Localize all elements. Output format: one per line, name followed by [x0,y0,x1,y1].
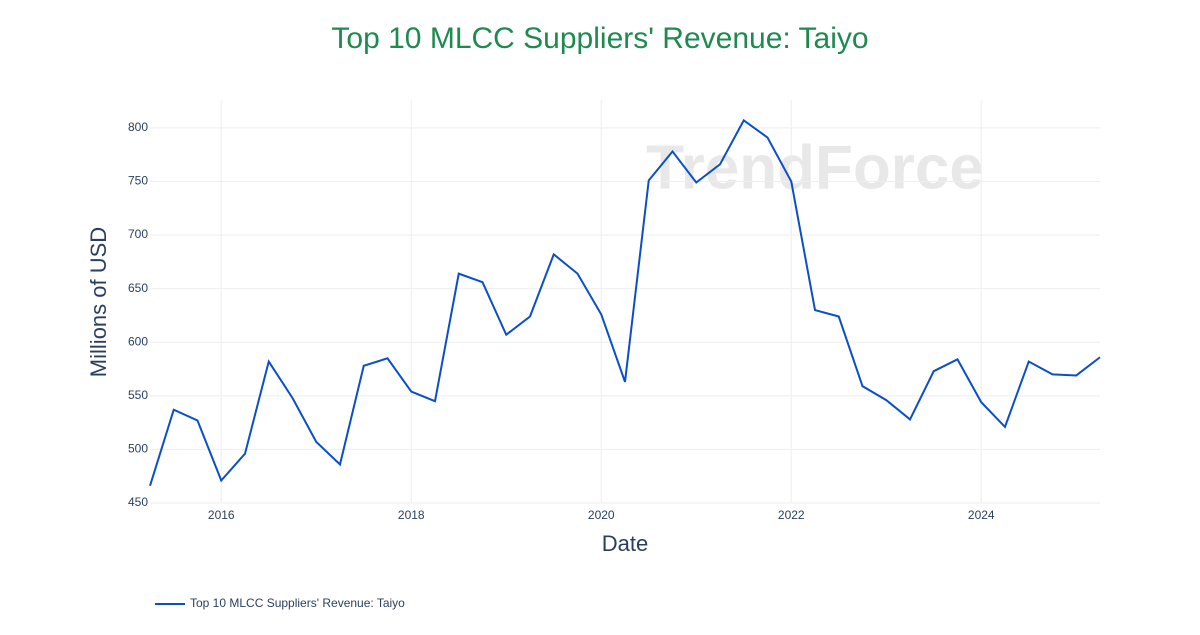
y-tick-label: 800 [128,120,148,134]
y-tick-label: 650 [128,281,148,295]
y-tick-label: 550 [128,388,148,402]
watermark: TrendForce [646,133,984,202]
x-tick-label: 2022 [778,508,805,522]
y-tick-label: 750 [128,174,148,188]
y-axis-label: Millions of USD [86,227,111,377]
chart-title: Top 10 MLCC Suppliers' Revenue: Taiyo [331,22,868,55]
x-tick-label: 2016 [208,508,235,522]
y-tick-label: 500 [128,442,148,456]
x-tick-label: 2018 [398,508,425,522]
x-tick-label: 2020 [588,508,615,522]
y-tick-label: 700 [128,227,148,241]
line [149,118,1101,487]
legend-label: Top 10 MLCC Suppliers' Revenue: Taiyo [190,596,405,610]
x-tick-label: 2024 [968,508,995,522]
y-tick-label: 600 [128,334,148,348]
x-axis-label: Date [602,531,648,556]
y-tick-label: 450 [128,495,148,509]
